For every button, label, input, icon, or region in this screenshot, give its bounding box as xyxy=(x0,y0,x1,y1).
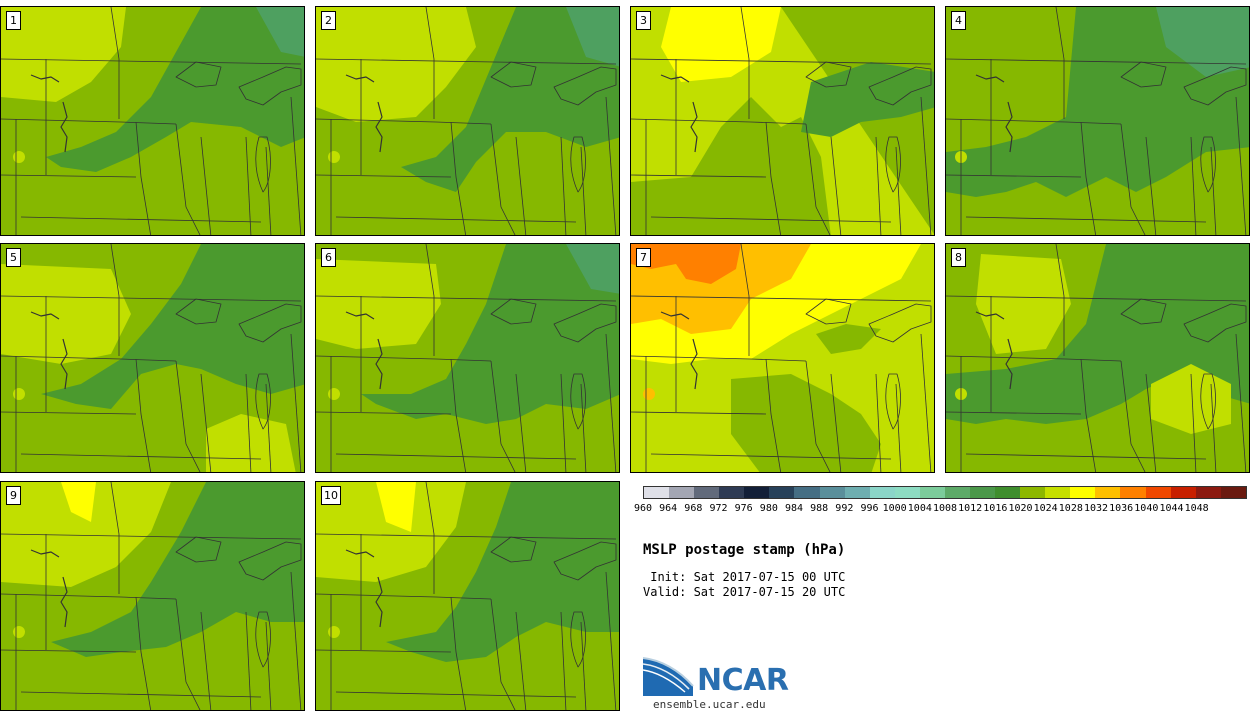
colorbar-tick-label: 1024 xyxy=(1033,503,1058,514)
colorbar-bin xyxy=(844,487,870,498)
member-panel-5: 5 xyxy=(0,243,305,473)
init-time: Init: Sat 2017-07-15 00 UTC xyxy=(643,570,846,584)
member-panel-6: 6 xyxy=(315,243,620,473)
member-panel-7: 7 xyxy=(630,243,935,473)
member-label: 7 xyxy=(636,248,651,267)
mslp-map-4 xyxy=(946,7,1249,235)
member-label: 8 xyxy=(951,248,966,267)
member-panel-9: 9 xyxy=(0,481,305,711)
mslp-map-10 xyxy=(316,482,619,710)
member-label: 4 xyxy=(951,11,966,30)
colorbar-bin xyxy=(1220,487,1246,498)
colorbar-tick-label: 1016 xyxy=(983,503,1008,514)
colorbar-bin xyxy=(1195,487,1221,498)
colorbar-tick-label: 980 xyxy=(759,503,778,514)
colorbar-tick-label: 1020 xyxy=(1008,503,1033,514)
colorbar-tick-label: 964 xyxy=(659,503,678,514)
colorbar xyxy=(643,486,1247,499)
member-panel-10: 10 xyxy=(315,481,620,711)
member-label: 9 xyxy=(6,486,21,505)
colorbar-bin xyxy=(970,487,996,498)
member-label: 6 xyxy=(321,248,336,267)
colorbar-tick-label: 976 xyxy=(734,503,753,514)
chart-title: MSLP postage stamp (hPa) xyxy=(643,542,846,558)
colorbar-tick-label: 972 xyxy=(709,503,728,514)
valid-time: Valid: Sat 2017-07-15 20 UTC xyxy=(643,585,846,599)
member-label: 5 xyxy=(6,248,21,267)
colorbar-bin xyxy=(1095,487,1121,498)
colorbar-tick-label: 1028 xyxy=(1058,503,1083,514)
colorbar-bin xyxy=(869,487,895,498)
colorbar-tick-label: 960 xyxy=(633,503,653,514)
colorbar-bin xyxy=(769,487,795,498)
member-label: 10 xyxy=(321,486,341,505)
mslp-map-6 xyxy=(316,244,619,472)
member-label: 2 xyxy=(321,11,336,30)
colorbar-bin xyxy=(894,487,920,498)
colorbar-bin xyxy=(819,487,845,498)
colorbar-tick-label: 1036 xyxy=(1109,503,1134,514)
colorbar-bin xyxy=(669,487,695,498)
colorbar-bin xyxy=(1145,487,1171,498)
mslp-map-1 xyxy=(1,7,304,235)
member-panel-4: 4 xyxy=(945,6,1250,236)
colorbar-bin xyxy=(1170,487,1196,498)
colorbar-bin xyxy=(995,487,1021,498)
colorbar-tick-label: 988 xyxy=(810,503,829,514)
colorbar-tick-label: 996 xyxy=(860,503,879,514)
colorbar-bin xyxy=(644,487,670,498)
mslp-map-3 xyxy=(631,7,934,235)
member-label: 1 xyxy=(6,11,21,30)
mslp-map-7 xyxy=(631,244,934,472)
mslp-map-5 xyxy=(1,244,304,472)
colorbar-ticks: 960 964 968 972 976 980 984 988 992 996 1000 1004 10… xyxy=(634,503,1247,517)
colorbar-tick-label: 1000 xyxy=(882,503,907,514)
colorbar-bin xyxy=(719,487,745,498)
colorbar-tick-label: 1012 xyxy=(958,503,983,514)
mslp-map-9 xyxy=(1,482,304,710)
colorbar-tick-label: 968 xyxy=(684,503,703,514)
mslp-map-2 xyxy=(316,7,619,235)
site-url: ensemble.ucar.edu xyxy=(653,698,766,711)
colorbar-tick-label: 992 xyxy=(835,503,854,514)
colorbar-tick-label: 1032 xyxy=(1083,503,1109,514)
colorbar-tick-label: 1004 xyxy=(907,503,932,514)
member-panel-8: 8 xyxy=(945,243,1250,473)
colorbar-tick-label: 1008 xyxy=(932,503,958,514)
ncar-logo-text: NCAR xyxy=(697,663,789,698)
member-panel-2: 2 xyxy=(315,6,620,236)
colorbar-tick-label: 984 xyxy=(784,503,804,514)
ncar-logo-icon xyxy=(643,657,694,696)
colorbar-tick-label: 1044 xyxy=(1159,503,1184,514)
colorbar-bin xyxy=(919,487,945,498)
member-panel-3: 3 xyxy=(630,6,935,236)
member-label: 3 xyxy=(636,11,651,30)
colorbar-bin xyxy=(744,487,770,498)
colorbar-bin xyxy=(1120,487,1146,498)
colorbar-bin xyxy=(1070,487,1096,498)
colorbar-tick-label: 1048 xyxy=(1184,503,1209,514)
member-panel-1: 1 xyxy=(0,6,305,236)
colorbar-bin xyxy=(944,487,971,498)
colorbar-bin xyxy=(1045,487,1071,498)
mslp-map-8 xyxy=(946,244,1249,472)
colorbar-bin xyxy=(794,487,820,498)
colorbar-bin xyxy=(694,487,720,498)
colorbar-bin xyxy=(1020,487,1046,498)
colorbar-tick-label: 1040 xyxy=(1134,503,1159,514)
